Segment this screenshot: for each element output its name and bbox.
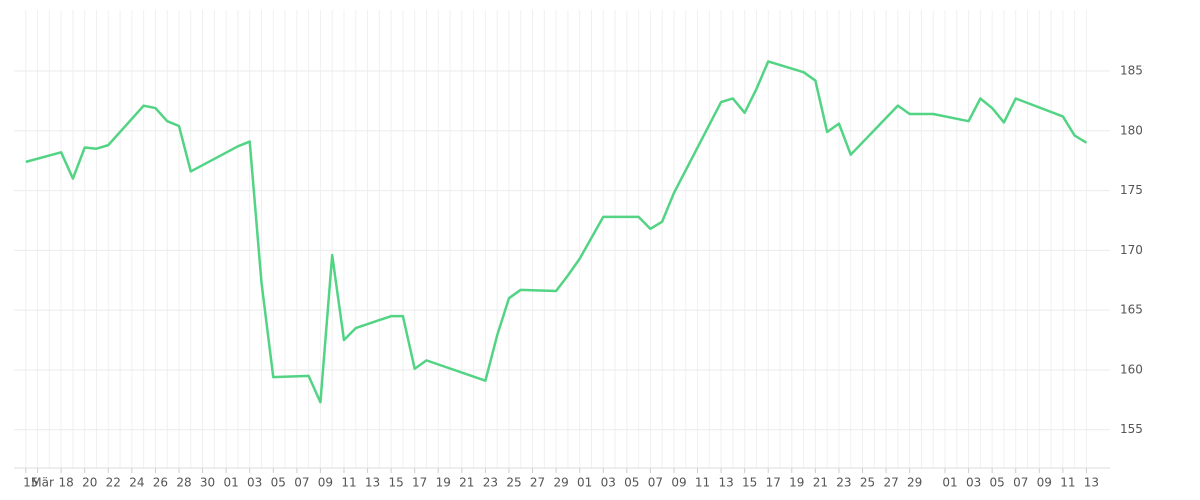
- x-tick-label: 03: [601, 476, 616, 490]
- x-tick-label: 19: [789, 476, 804, 490]
- x-tick-label: 15: [388, 476, 403, 490]
- x-tick-label: 13: [1084, 476, 1099, 490]
- x-tick-label: 18: [58, 476, 73, 490]
- x-tick-label: 09: [1037, 476, 1052, 490]
- x-tick-label: 24: [129, 476, 144, 490]
- x-tick-label: 17: [766, 476, 781, 490]
- x-tick-label: 09: [671, 476, 686, 490]
- y-tick-label: 155: [1120, 422, 1143, 436]
- y-tick-label: 170: [1120, 243, 1143, 257]
- x-tick-label: 05: [624, 476, 639, 490]
- x-tick-label: 11: [341, 476, 356, 490]
- x-tick-label: Mär: [31, 476, 54, 490]
- x-tick-label: 05: [990, 476, 1005, 490]
- x-tick-label: 21: [813, 476, 828, 490]
- y-tick-label: 175: [1120, 183, 1143, 197]
- x-tick-label: 09: [318, 476, 333, 490]
- x-tick-label: 28: [176, 476, 191, 490]
- x-tick-label: 17: [412, 476, 427, 490]
- x-tick-label: 11: [1060, 476, 1075, 490]
- y-tick-label: 180: [1120, 123, 1143, 137]
- x-tick-label: 13: [365, 476, 380, 490]
- x-tick-label: 11: [695, 476, 710, 490]
- x-tick-label: 23: [836, 476, 851, 490]
- x-tick-label: 07: [294, 476, 309, 490]
- x-tick-label: 19: [436, 476, 451, 490]
- y-tick-label: 165: [1120, 303, 1143, 317]
- x-tick-label: 22: [106, 476, 121, 490]
- x-tick-label: 05: [271, 476, 286, 490]
- x-tick-label: 13: [718, 476, 733, 490]
- x-tick-label: 07: [1013, 476, 1028, 490]
- x-tick-label: 29: [907, 476, 922, 490]
- x-tick-label: 03: [247, 476, 262, 490]
- y-tick-label: 160: [1120, 362, 1143, 376]
- x-tick-label: 23: [483, 476, 498, 490]
- x-tick-label: 30: [200, 476, 215, 490]
- line-series: [25, 60, 1088, 404]
- x-tick-label: 15: [23, 476, 38, 490]
- x-tick-label: 03: [966, 476, 981, 490]
- x-tick-label: 21: [459, 476, 474, 490]
- x-tick-label: 15: [742, 476, 757, 490]
- y-tick-label: 185: [1120, 63, 1143, 77]
- x-tick-label: 01: [577, 476, 592, 490]
- x-tick-label: 29: [553, 476, 568, 490]
- x-tick-label: 07: [648, 476, 663, 490]
- x-tick-label: 25: [506, 476, 521, 490]
- x-tick-label: 27: [883, 476, 898, 490]
- x-tick-label: 25: [860, 476, 875, 490]
- x-tick-label: 01: [223, 476, 238, 490]
- x-tick-label: 26: [153, 476, 168, 490]
- x-tick-label: 27: [530, 476, 545, 490]
- x-tick-label: 20: [82, 476, 97, 490]
- x-tick-label: 01: [942, 476, 957, 490]
